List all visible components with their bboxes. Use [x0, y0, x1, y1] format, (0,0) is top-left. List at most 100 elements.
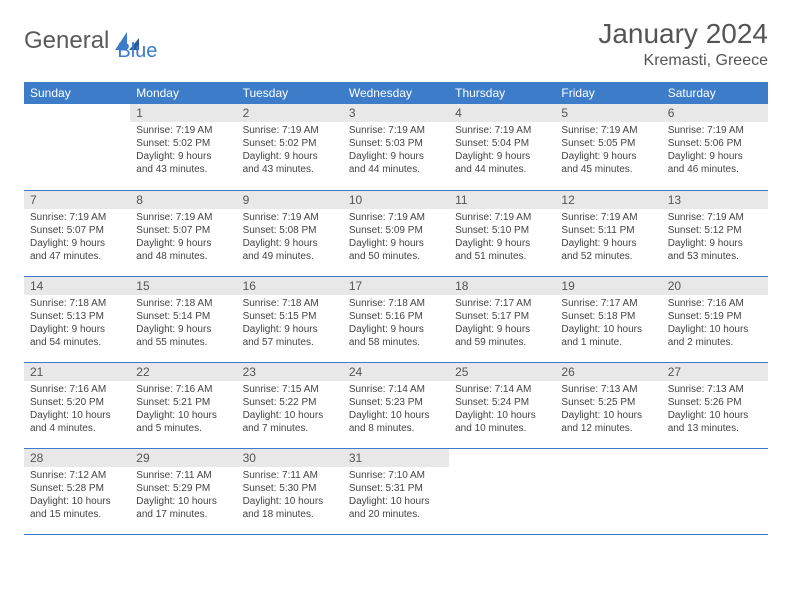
- calendar-day-cell: 9Sunrise: 7:19 AMSunset: 5:08 PMDaylight…: [237, 190, 343, 276]
- calendar-day-cell: 6Sunrise: 7:19 AMSunset: 5:06 PMDaylight…: [662, 104, 768, 190]
- sunset-line: Sunset: 5:28 PM: [30, 482, 124, 495]
- daylight-line: Daylight: 9 hours and 48 minutes.: [136, 237, 230, 263]
- sunrise-line: Sunrise: 7:13 AM: [668, 383, 762, 396]
- day-number: 27: [662, 363, 768, 381]
- daylight-line: Daylight: 9 hours and 51 minutes.: [455, 237, 549, 263]
- day-number: 13: [662, 191, 768, 209]
- day-number: 5: [555, 104, 661, 122]
- calendar-day-cell: 11 Sunrise: 7:19 AMSunset: 5:10 PMDayligh…: [449, 190, 555, 276]
- sunrise-line: Sunrise: 7:10 AM: [349, 469, 443, 482]
- sunset-line: Sunset: 5:07 PM: [136, 224, 230, 237]
- day-number: 22: [130, 363, 236, 381]
- calendar-week-row: 1Sunrise: 7:19 AMSunset: 5:02 PMDaylight…: [24, 104, 768, 190]
- daylight-line: Daylight: 9 hours and 53 minutes.: [668, 237, 762, 263]
- calendar-week-row: 21Sunrise: 7:16 AMSunset: 5:20 PMDayligh…: [24, 362, 768, 448]
- sunset-line: Sunset: 5:20 PM: [30, 396, 124, 409]
- sunset-line: Sunset: 5:12 PM: [668, 224, 762, 237]
- sunrise-line: Sunrise: 7:19 AM: [243, 124, 337, 137]
- daylight-line: Daylight: 9 hours and 54 minutes.: [30, 323, 124, 349]
- day-number: 28: [24, 449, 130, 467]
- sunrise-line: Sunrise: 7:15 AM: [243, 383, 337, 396]
- day-number: 29: [130, 449, 236, 467]
- sunset-line: Sunset: 5:17 PM: [455, 310, 549, 323]
- daylight-line: Daylight: 9 hours and 44 minutes.: [455, 150, 549, 176]
- day-number: 25: [449, 363, 555, 381]
- day-details: Sunrise: 7:18 AMSunset: 5:14 PMDaylight:…: [130, 295, 236, 351]
- sunrise-line: Sunrise: 7:16 AM: [668, 297, 762, 310]
- calendar-day-cell: 20Sunrise: 7:16 AMSunset: 5:19 PMDayligh…: [662, 276, 768, 362]
- logo-text-1: General: [24, 27, 109, 55]
- day-details: Sunrise: 7:16 AMSunset: 5:21 PMDaylight:…: [130, 381, 236, 437]
- sunset-line: Sunset: 5:06 PM: [668, 137, 762, 150]
- day-details: Sunrise: 7:18 AMSunset: 5:15 PMDaylight:…: [237, 295, 343, 351]
- calendar-day-cell: 16Sunrise: 7:18 AMSunset: 5:15 PMDayligh…: [237, 276, 343, 362]
- day-number: 15: [130, 277, 236, 295]
- daylight-line: Daylight: 10 hours and 2 minutes.: [668, 323, 762, 349]
- day-number: 1: [130, 104, 236, 122]
- day-details: Sunrise: 7:19 AMSunset: 5:04 PMDaylight:…: [449, 122, 555, 178]
- weekday-header: Monday: [130, 82, 236, 104]
- sunset-line: Sunset: 5:10 PM: [455, 224, 549, 237]
- day-details: Sunrise: 7:19 AMSunset: 5:08 PMDaylight:…: [237, 209, 343, 265]
- daylight-line: Daylight: 9 hours and 45 minutes.: [561, 150, 655, 176]
- day-number: 2: [237, 104, 343, 122]
- sunrise-line: Sunrise: 7:18 AM: [243, 297, 337, 310]
- day-details: Sunrise: 7:19 AMSunset: 5:09 PMDaylight:…: [343, 209, 449, 265]
- sunrise-line: Sunrise: 7:14 AM: [455, 383, 549, 396]
- sunset-line: Sunset: 5:08 PM: [243, 224, 337, 237]
- calendar-day-cell: 26Sunrise: 7:13 AMSunset: 5:25 PMDayligh…: [555, 362, 661, 448]
- daylight-line: Daylight: 10 hours and 8 minutes.: [349, 409, 443, 435]
- calendar-week-row: 28Sunrise: 7:12 AMSunset: 5:28 PMDayligh…: [24, 448, 768, 534]
- calendar-day-cell: 7Sunrise: 7:19 AMSunset: 5:07 PMDaylight…: [24, 190, 130, 276]
- weekday-header: Saturday: [662, 82, 768, 104]
- calendar-day-cell: 17Sunrise: 7:18 AMSunset: 5:16 PMDayligh…: [343, 276, 449, 362]
- daylight-line: Daylight: 10 hours and 17 minutes.: [136, 495, 230, 521]
- daylight-line: Daylight: 9 hours and 52 minutes.: [561, 237, 655, 263]
- daylight-line: Daylight: 9 hours and 44 minutes.: [349, 150, 443, 176]
- daylight-line: Daylight: 10 hours and 7 minutes.: [243, 409, 337, 435]
- sunrise-line: Sunrise: 7:19 AM: [455, 211, 549, 224]
- weekday-row: Sunday Monday Tuesday Wednesday Thursday…: [24, 82, 768, 104]
- month-title: January 2024: [598, 18, 768, 50]
- day-number: 9: [237, 191, 343, 209]
- sunset-line: Sunset: 5:26 PM: [668, 396, 762, 409]
- calendar-day-cell: 24Sunrise: 7:14 AMSunset: 5:23 PMDayligh…: [343, 362, 449, 448]
- calendar-day-cell: 4Sunrise: 7:19 AMSunset: 5:04 PMDaylight…: [449, 104, 555, 190]
- sunrise-line: Sunrise: 7:19 AM: [455, 124, 549, 137]
- daylight-line: Daylight: 10 hours and 20 minutes.: [349, 495, 443, 521]
- day-details: Sunrise: 7:19 AMSunset: 5:03 PMDaylight:…: [343, 122, 449, 178]
- calendar-day-cell: 5Sunrise: 7:19 AMSunset: 5:05 PMDaylight…: [555, 104, 661, 190]
- calendar-day-cell: [24, 104, 130, 190]
- sunrise-line: Sunrise: 7:13 AM: [561, 383, 655, 396]
- day-details: Sunrise: 7:19 AMSunset: 5:11 PMDaylight:…: [555, 209, 661, 265]
- sunrise-line: Sunrise: 7:16 AM: [30, 383, 124, 396]
- sunrise-line: Sunrise: 7:19 AM: [349, 211, 443, 224]
- sunrise-line: Sunrise: 7:19 AM: [668, 211, 762, 224]
- calendar-day-cell: 12Sunrise: 7:19 AMSunset: 5:11 PMDayligh…: [555, 190, 661, 276]
- day-details: Sunrise: 7:17 AMSunset: 5:17 PMDaylight:…: [449, 295, 555, 351]
- daylight-line: Daylight: 10 hours and 18 minutes.: [243, 495, 337, 521]
- daylight-line: Daylight: 10 hours and 4 minutes.: [30, 409, 124, 435]
- title-block: January 2024 Kremasti, Greece: [598, 18, 768, 70]
- sunrise-line: Sunrise: 7:16 AM: [136, 383, 230, 396]
- sunset-line: Sunset: 5:31 PM: [349, 482, 443, 495]
- header: General Blue January 2024 Kremasti, Gree…: [24, 18, 768, 70]
- sunset-line: Sunset: 5:03 PM: [349, 137, 443, 150]
- sunset-line: Sunset: 5:25 PM: [561, 396, 655, 409]
- day-details: Sunrise: 7:14 AMSunset: 5:24 PMDaylight:…: [449, 381, 555, 437]
- daylight-line: Daylight: 9 hours and 47 minutes.: [30, 237, 124, 263]
- calendar-day-cell: 19Sunrise: 7:17 AMSunset: 5:18 PMDayligh…: [555, 276, 661, 362]
- sunrise-line: Sunrise: 7:19 AM: [243, 211, 337, 224]
- daylight-line: Daylight: 9 hours and 50 minutes.: [349, 237, 443, 263]
- sunset-line: Sunset: 5:24 PM: [455, 396, 549, 409]
- day-details: Sunrise: 7:13 AMSunset: 5:25 PMDaylight:…: [555, 381, 661, 437]
- location: Kremasti, Greece: [598, 52, 768, 70]
- daylight-line: Daylight: 9 hours and 59 minutes.: [455, 323, 549, 349]
- daylight-line: Daylight: 10 hours and 13 minutes.: [668, 409, 762, 435]
- calendar-day-cell: [449, 448, 555, 534]
- calendar-day-cell: 23Sunrise: 7:15 AMSunset: 5:22 PMDayligh…: [237, 362, 343, 448]
- sunset-line: Sunset: 5:15 PM: [243, 310, 337, 323]
- sunset-line: Sunset: 5:04 PM: [455, 137, 549, 150]
- calendar-day-cell: 30Sunrise: 7:11 AMSunset: 5:30 PMDayligh…: [237, 448, 343, 534]
- day-number: 11: [449, 191, 555, 209]
